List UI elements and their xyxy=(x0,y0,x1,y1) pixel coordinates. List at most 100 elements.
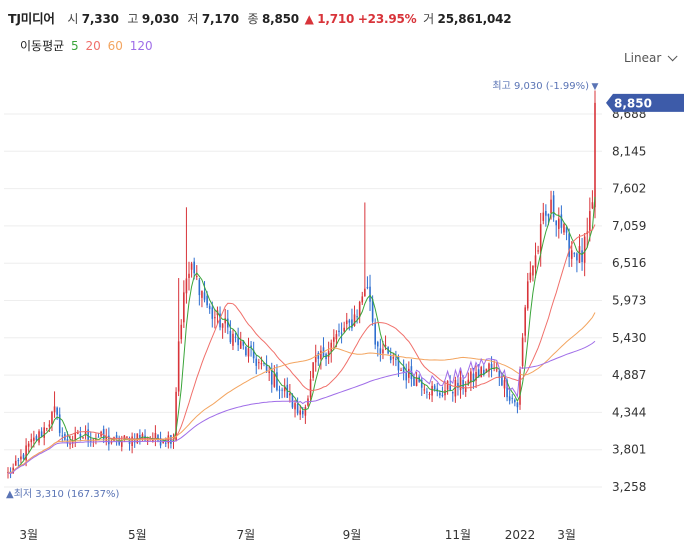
candle-body xyxy=(175,391,177,441)
candle-body xyxy=(38,431,40,443)
candle-body xyxy=(451,391,454,394)
candle-body xyxy=(480,367,483,378)
low-value: 7,170 xyxy=(201,12,239,26)
candle-body xyxy=(33,437,35,441)
candle-body xyxy=(146,439,149,442)
candle-body xyxy=(281,389,283,391)
candle-body xyxy=(475,372,477,381)
candle-body xyxy=(314,355,317,363)
candle-body xyxy=(14,460,17,466)
y-tick-label: 6,516 xyxy=(612,256,646,270)
current-price-tag xyxy=(606,93,684,112)
candle-body xyxy=(224,318,227,324)
candle-body xyxy=(557,218,560,229)
candle-body xyxy=(294,403,296,410)
ma-line-20 xyxy=(7,224,596,474)
candle-body xyxy=(296,403,299,414)
x-tick-label: 3월 xyxy=(557,528,576,542)
candle-body xyxy=(201,290,203,298)
candle-body xyxy=(366,287,369,289)
candle-body xyxy=(232,333,234,346)
candle-body xyxy=(369,286,371,302)
candle-body xyxy=(374,322,376,345)
candle-body xyxy=(69,443,71,445)
candle-body xyxy=(578,246,581,263)
candle-body xyxy=(591,202,594,209)
candle-body xyxy=(446,381,449,390)
current-price-label: 8,850 xyxy=(614,96,652,110)
candle-body xyxy=(581,250,583,263)
candle-body xyxy=(40,431,43,437)
candle-body xyxy=(30,439,33,443)
volume-label: 거 xyxy=(423,12,434,26)
candle-body xyxy=(379,348,382,354)
candle-body xyxy=(376,342,379,347)
volume-value: 25,861,042 xyxy=(437,12,512,26)
candle-body xyxy=(382,349,384,354)
min-price-annotation: ▲최저 3,310 (167.37%) xyxy=(6,488,119,500)
candle-body xyxy=(348,320,351,323)
change-value: 1,710 xyxy=(317,12,355,26)
candle-body xyxy=(327,351,330,358)
candle-body xyxy=(95,438,97,441)
stock-header: TJ미디어 시 7,330 고 9,030 저 7,170 종 8,850 ▲ … xyxy=(8,8,513,27)
candle-body xyxy=(503,380,506,389)
candle-body xyxy=(45,428,48,430)
candle-body xyxy=(273,373,276,387)
scale-dropdown[interactable]: Linear xyxy=(624,51,678,65)
candle-body xyxy=(550,199,552,214)
candle-body xyxy=(82,437,84,439)
y-tick-label: 4,344 xyxy=(612,405,646,419)
y-tick-label: 8,145 xyxy=(612,144,646,158)
candle-body xyxy=(439,392,441,396)
candle-body xyxy=(524,307,526,336)
candle-body xyxy=(299,410,302,415)
y-tick-label: 5,973 xyxy=(612,294,646,308)
candle-body xyxy=(263,362,265,364)
candle-body xyxy=(227,318,229,328)
candle-body xyxy=(516,402,519,408)
x-tick-label: 2022 xyxy=(505,528,536,542)
x-tick-label: 7월 xyxy=(237,528,256,542)
y-tick-label: 3,258 xyxy=(612,480,646,494)
candle-body xyxy=(338,330,340,333)
candle-body xyxy=(431,385,433,396)
candle-body xyxy=(61,435,64,437)
candle-body xyxy=(457,382,459,388)
candle-body xyxy=(490,363,493,369)
candle-body xyxy=(56,407,58,415)
candle-body xyxy=(260,363,263,365)
candle-body xyxy=(234,336,237,338)
candle-body xyxy=(71,441,74,444)
candle-body xyxy=(521,337,524,366)
candle-body xyxy=(180,324,183,340)
candle-body xyxy=(410,366,413,380)
ma-legend-60: 60 xyxy=(107,39,123,53)
candle-body xyxy=(276,372,278,391)
candle-body xyxy=(317,353,320,359)
candle-body xyxy=(237,336,239,346)
candle-body xyxy=(183,292,185,323)
candle-body xyxy=(74,432,77,442)
candle-body xyxy=(255,358,258,366)
candle-body xyxy=(139,435,141,438)
candle-body xyxy=(529,272,532,280)
candle-body xyxy=(320,350,322,360)
candle-body xyxy=(405,372,408,381)
candle-body xyxy=(560,214,563,228)
candle-body xyxy=(441,394,444,396)
ma-line-5 xyxy=(7,196,596,474)
candle-body xyxy=(87,429,89,442)
max-price-annotation: 최고 9,030 (-1.99%) xyxy=(492,80,589,92)
candle-body xyxy=(245,346,247,356)
candle-body xyxy=(545,211,547,216)
candle-body xyxy=(120,440,123,447)
x-tick-label: 5월 xyxy=(128,528,147,542)
high-label: 고 xyxy=(127,12,139,26)
candle-body xyxy=(501,375,503,386)
candle-body xyxy=(198,279,201,296)
candle-body xyxy=(462,379,464,389)
candle-body xyxy=(51,411,53,425)
candle-body xyxy=(333,337,335,342)
